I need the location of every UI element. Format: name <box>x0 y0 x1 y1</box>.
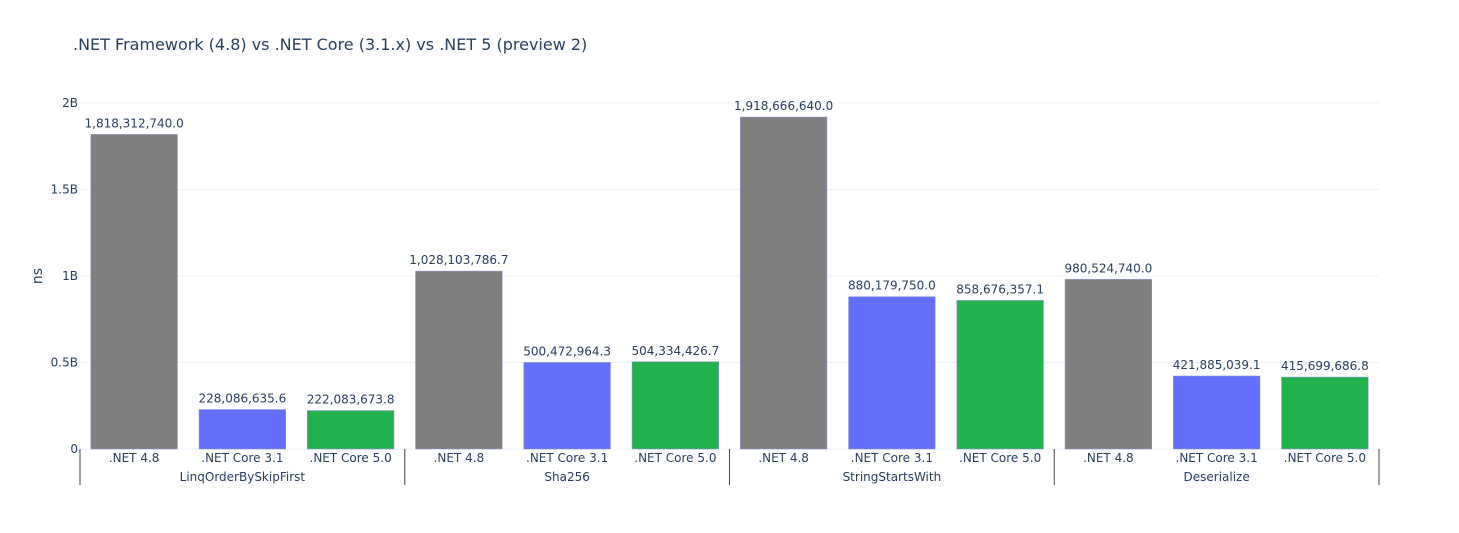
bar-2-2 <box>523 362 611 450</box>
data-label: 228,086,635.6 <box>198 392 286 406</box>
y-tick-label: 1B <box>62 269 78 283</box>
bar-3-1 <box>740 116 828 450</box>
x-tick-label: .NET 4.8 <box>758 451 809 465</box>
data-label: 504,334,426.7 <box>631 344 719 358</box>
data-label: 980,524,740.0 <box>1064 261 1152 275</box>
x-tick-label: .NET Core 5.0 <box>310 451 392 465</box>
chart-title: .NET Framework (4.8) vs .NET Core (3.1.x… <box>73 35 587 54</box>
bars <box>90 116 1369 450</box>
x-tick-label: .NET Core 3.1 <box>1176 451 1258 465</box>
x-tick-label: .NET 4.8 <box>109 451 160 465</box>
y-axis-ticks: 0 0.5B 1B 1.5B 2B <box>51 96 78 456</box>
y-tick-label: 0 <box>70 442 78 456</box>
x-tick-label: .NET Core 5.0 <box>634 451 716 465</box>
bar-2-3 <box>631 361 719 450</box>
bar-4-2 <box>1173 375 1261 450</box>
bar-4-3 <box>1281 376 1369 450</box>
data-label: 858,676,357.1 <box>956 282 1044 296</box>
data-label: 880,179,750.0 <box>848 279 936 293</box>
group-label: Deserialize <box>1184 470 1250 484</box>
data-label: 1,028,103,786.7 <box>409 253 508 267</box>
x-tick-label: .NET Core 3.1 <box>526 451 608 465</box>
data-label: 222,083,673.8 <box>307 393 395 407</box>
x-tick-label: .NET Core 5.0 <box>959 451 1041 465</box>
data-label: 421,885,039.1 <box>1173 358 1261 372</box>
y-tick-label: 0.5B <box>51 356 78 370</box>
group-label: LinqOrderBySkipFirst <box>180 470 306 484</box>
bar-1-2 <box>198 409 286 450</box>
group-label: Sha256 <box>544 470 589 484</box>
x-axis-group-labels: LinqOrderBySkipFirst Sha256 StringStartsWi… <box>79 449 1380 485</box>
bar-2-1 <box>415 270 503 450</box>
bar-3-3 <box>956 300 1044 450</box>
data-label: 1,818,312,740.0 <box>85 116 184 130</box>
x-tick-label: .NET 4.8 <box>434 451 485 465</box>
x-tick-label: .NET Core 5.0 <box>1284 451 1366 465</box>
x-tick-label: .NET 4.8 <box>1083 451 1134 465</box>
group-label: StringStartsWith <box>843 470 942 484</box>
bar-3-2 <box>848 296 936 450</box>
y-tick-label: 1.5B <box>51 183 78 197</box>
value-labels: 1,818,312,740.0 228,086,635.6 222,083,673.… <box>85 99 1369 407</box>
x-tick-label: .NET Core 3.1 <box>201 451 283 465</box>
bar-1-3 <box>307 410 395 450</box>
data-label: 500,472,964.3 <box>523 344 611 358</box>
bar-4-1 <box>1064 279 1152 450</box>
data-label: 1,918,666,640.0 <box>734 99 833 113</box>
y-tick-label: 2B <box>62 96 78 110</box>
x-tick-label: .NET Core 3.1 <box>851 451 933 465</box>
data-label: 415,699,686.8 <box>1281 359 1369 373</box>
x-axis-ticks: .NET 4.8 .NET Core 3.1 .NET Core 5.0 .NET 4… <box>109 451 1366 465</box>
bar-1-1 <box>90 134 178 450</box>
y-axis-label: ns <box>30 268 46 284</box>
